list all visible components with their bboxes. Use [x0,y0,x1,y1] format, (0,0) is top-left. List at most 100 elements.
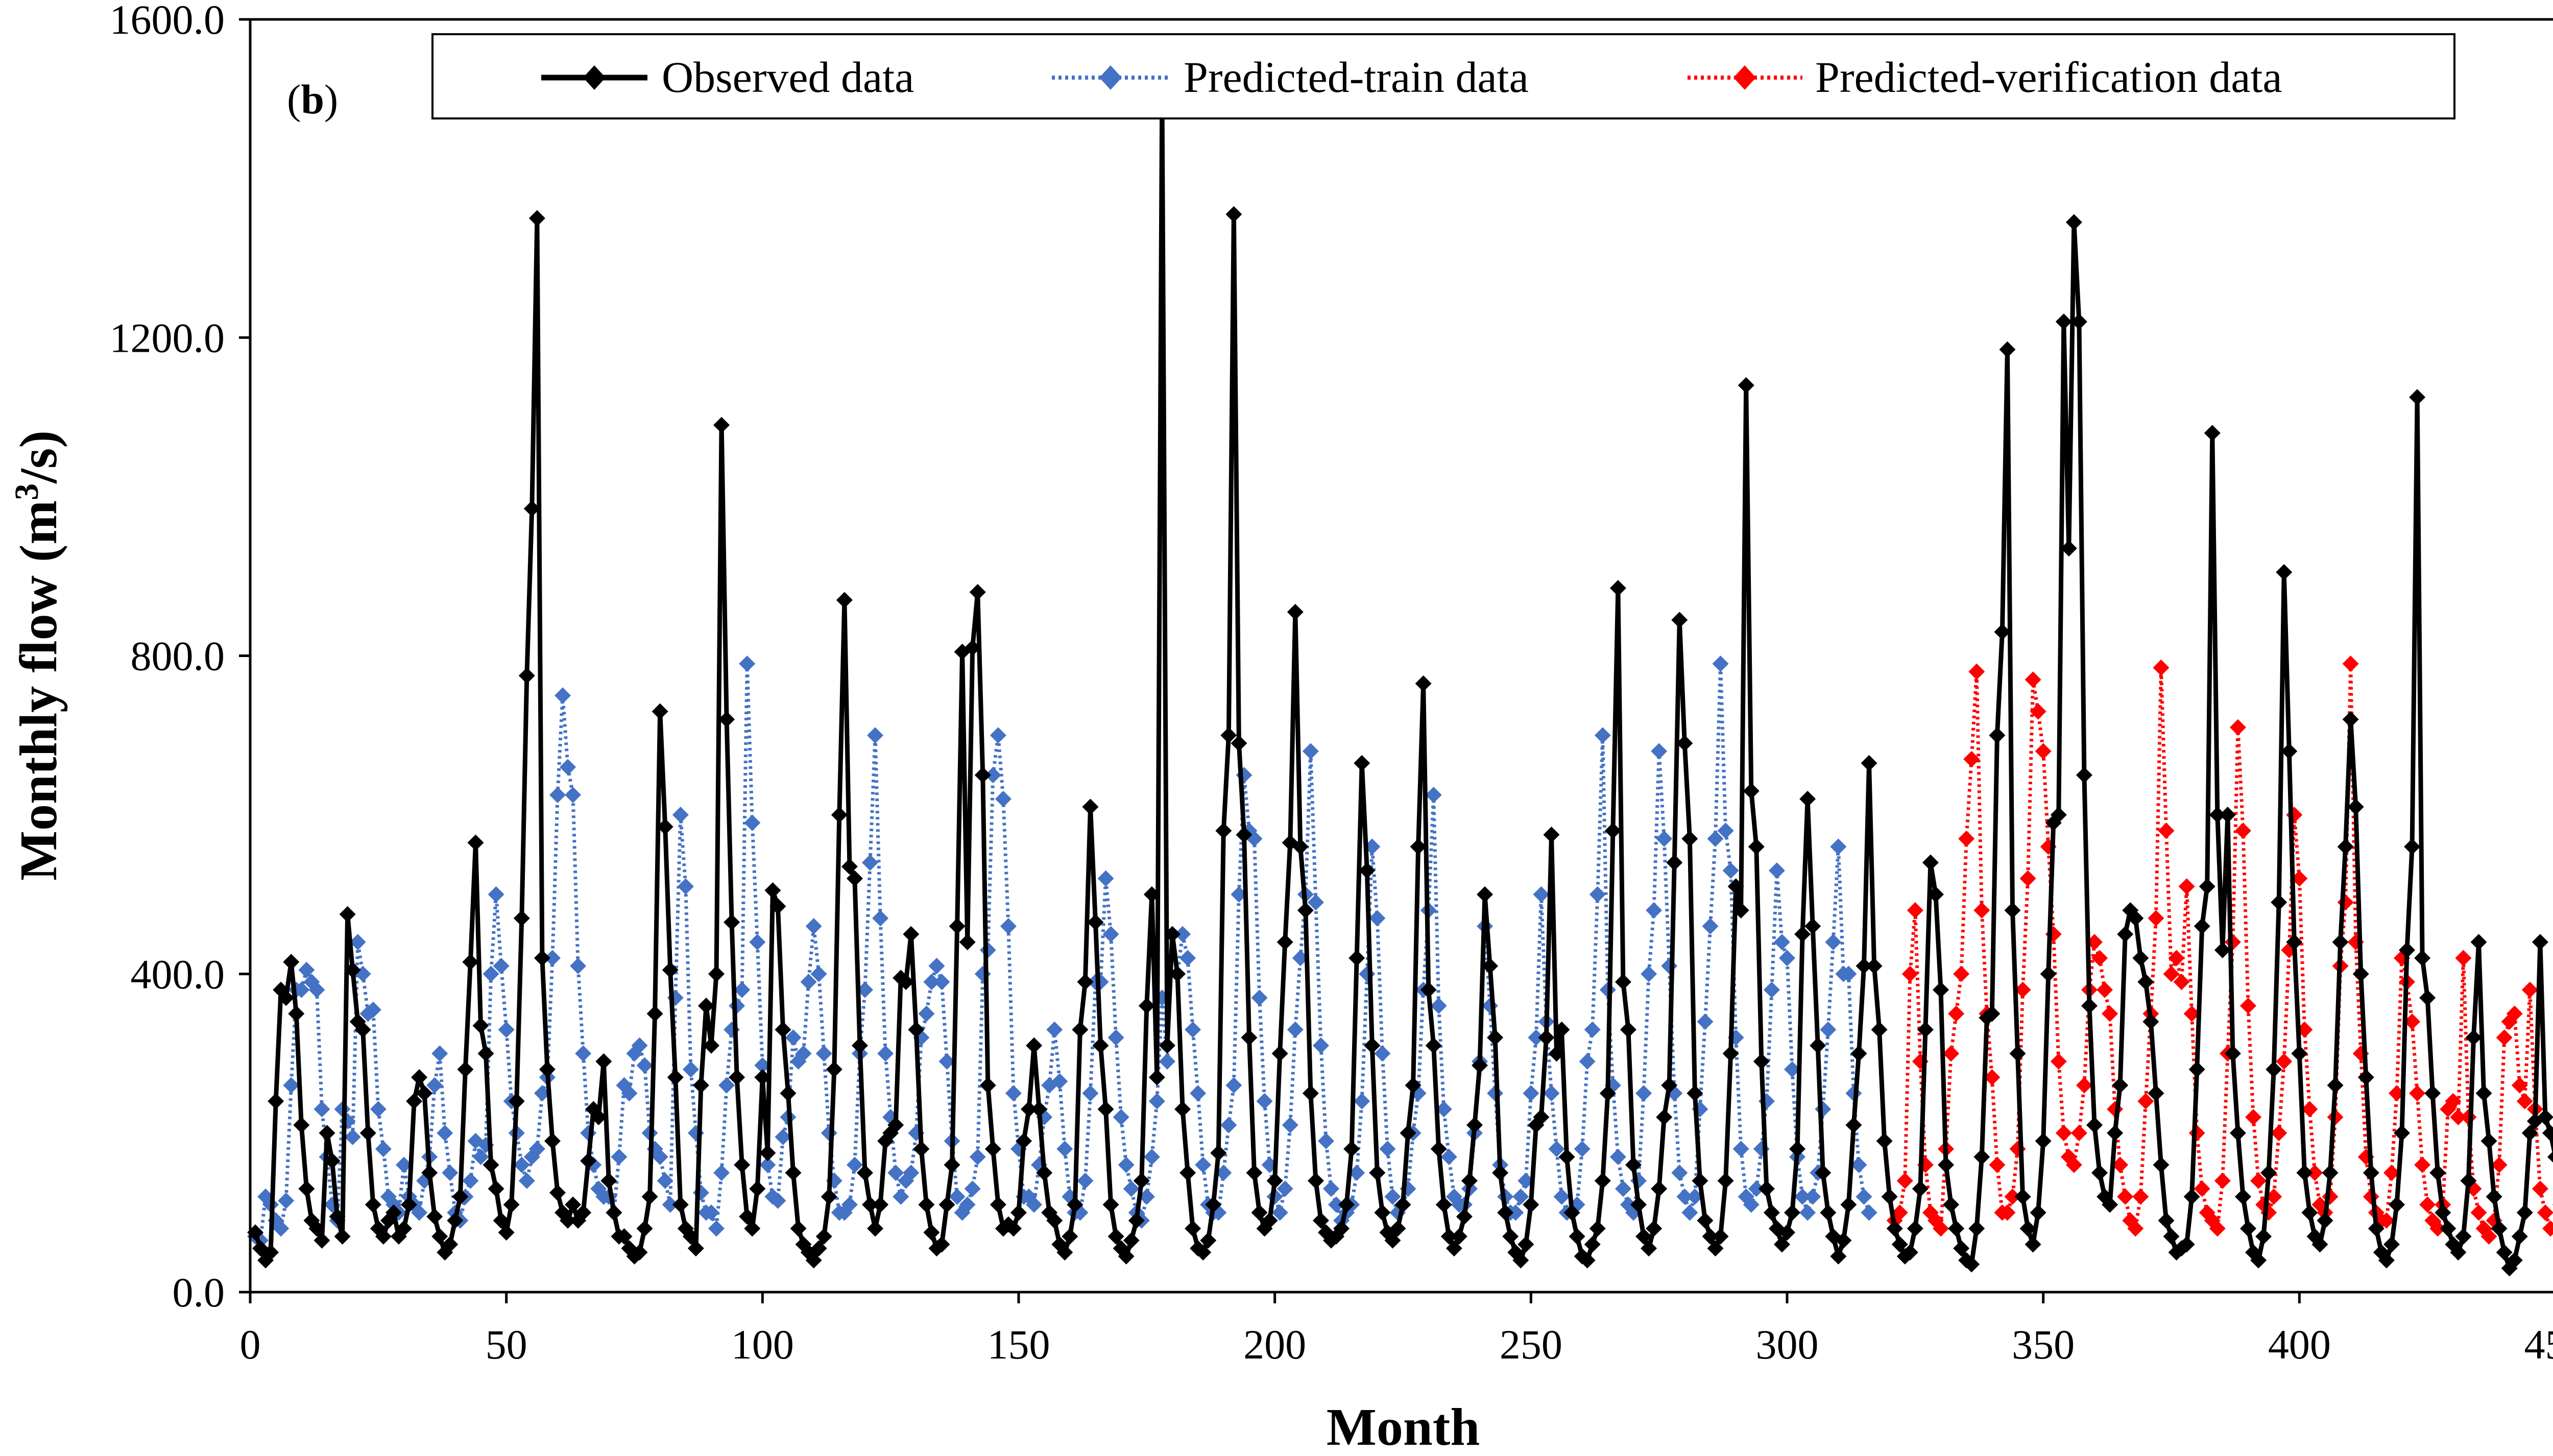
data-point-observed-data [339,906,356,923]
data-point-observed-data [2209,807,2226,823]
data-point-observed-data [810,1240,827,1257]
legend-marker-predicted-verification [1733,65,1756,90]
data-point-observed-data [1092,1037,1109,1054]
data-point-observed-data [1743,783,1760,799]
data-point-observed-data [652,703,668,720]
data-point-predicted-train-data [549,787,566,804]
x-axis-title: Month [1327,1398,1480,1456]
data-point-predicted-train-data [1323,1180,1340,1197]
data-point-predicted-train-data [759,1156,776,1173]
data-point-observed-data [1630,1196,1647,1213]
data-point-observed-data [2506,1252,2523,1269]
data-point-observed-data [1087,914,1104,931]
data-point-observed-data [1354,755,1370,771]
data-point-observed-data [903,926,920,942]
data-point-observed-data [268,1093,284,1110]
data-point-predicted-train-data [872,910,889,927]
legend-entry-predicted-verification: Predicted-verification data [1688,53,2282,102]
data-point-observed-data [2378,1252,2395,1269]
data-point-observed-data [1671,612,1688,628]
data-point-observed-data [944,1156,960,1173]
data-point-predicted-verification-data [2030,703,2046,720]
data-point-observed-data [1666,854,1683,871]
data-point-observed-data [560,1212,576,1229]
y-tick-label: 800.0 [131,633,225,680]
data-point-predicted-train-data [1026,1196,1043,1213]
data-point-observed-data [2301,1204,2318,1221]
data-point-observed-data [1148,1069,1165,1086]
legend-entry-observed: Observed data [541,53,914,102]
data-point-observed-data [528,210,545,227]
data-point-observed-data [1953,1240,1970,1257]
data-point-predicted-train-data [370,1101,387,1118]
data-point-observed-data [2070,313,2087,330]
x-tick-label: 300 [1756,1321,1819,1368]
data-point-observed-data [1625,1156,1642,1173]
data-point-predicted-train-data [1825,934,1842,951]
data-point-observed-data [2429,1164,2446,1181]
data-point-observed-data [1641,1240,1657,1257]
data-point-observed-data [493,1212,510,1229]
data-point-observed-data [452,1188,469,1205]
data-point-observed-data [1604,822,1621,839]
data-point-observed-data [1881,1188,1898,1205]
data-point-predicted-train-data [1118,1156,1135,1173]
data-point-observed-data [1569,1228,1585,1245]
data-point-observed-data [457,1061,474,1078]
data-point-predicted-train-data [1231,886,1247,903]
data-point-predicted-train-data [749,934,766,951]
data-point-observed-data [682,1228,699,1245]
data-point-observed-data [1876,1132,1893,1149]
data-point-predicted-train-data [462,1172,479,1189]
data-point-predicted-train-data [1850,1156,1867,1173]
data-point-observed-data [1938,1156,1955,1173]
data-point-observed-data [483,1156,499,1173]
data-point-predicted-verification-data [1891,1204,1908,1221]
data-point-observed-data [1343,1140,1360,1157]
data-point-predicted-train-data [308,981,325,998]
data-point-observed-data [2224,1045,2241,1062]
data-point-observed-data [1917,1021,1934,1038]
data-point-predicted-train-data [672,807,689,823]
data-point-predicted-verification-data [2404,1013,2421,1030]
data-point-predicted-verification-data [2301,1101,2318,1118]
data-point-predicted-verification-data [2276,1053,2293,1070]
data-point-observed-data [1548,1045,1565,1062]
data-point-observed-data [984,1140,1001,1157]
data-point-predicted-verification-data [1989,1156,2006,1173]
data-point-predicted-train-data [1318,1132,1334,1149]
y-tick-label: 1200.0 [110,314,225,361]
data-point-observed-data [411,1069,428,1086]
data-point-observed-data [1933,981,1949,998]
data-point-predicted-train-data [1225,1077,1242,1094]
data-point-predicted-train-data [1143,1149,1160,1166]
data-point-observed-data [1815,1164,1832,1181]
data-point-predicted-train-data [544,950,561,966]
data-point-predicted-train-data [785,1029,802,1046]
data-point-predicted-train-data [1594,727,1611,744]
data-point-observed-data [908,1021,925,1038]
data-point-predicted-train-data [1190,1085,1207,1102]
data-point-predicted-verification-data [2097,981,2113,998]
data-point-observed-data [1907,1220,1923,1237]
data-point-predicted-train-data [1113,1109,1129,1126]
data-point-predicted-verification-data [2168,950,2185,966]
data-point-predicted-train-data [1220,1117,1237,1133]
data-point-predicted-verification-data [1907,902,1923,919]
data-point-observed-data [1866,958,1883,975]
data-point-predicted-train-data [923,974,940,990]
data-point-predicted-verification-data [1973,902,1990,919]
series-observed-data [247,83,2553,1277]
data-point-observed-data [447,1212,464,1229]
data-point-observed-data [1727,878,1744,895]
data-point-observed-data [1405,1077,1422,1094]
data-point-observed-data [636,1220,653,1237]
data-point-observed-data [1307,1172,1324,1189]
data-point-observed-data [744,1220,761,1237]
data-point-predicted-train-data [1579,1053,1596,1070]
data-point-predicted-train-data [877,1045,894,1062]
data-point-predicted-train-data [1302,743,1319,760]
data-point-observed-data [565,1196,582,1213]
data-point-observed-data [1502,1228,1519,1245]
data-point-observed-data [2194,918,2210,935]
